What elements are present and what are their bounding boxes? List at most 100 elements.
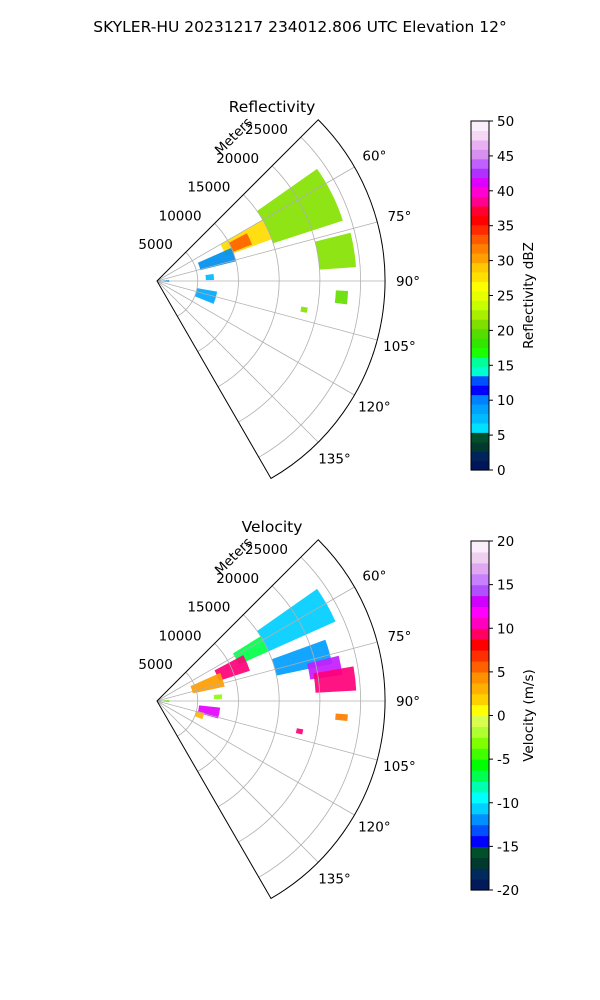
colorbar-segment [471, 868, 489, 880]
colorbar-segment [471, 158, 489, 169]
echo-region-3 [190, 672, 225, 694]
echo-region-9 [197, 705, 221, 719]
range-ring-0 [177, 671, 199, 737]
colorbar-segment [471, 234, 489, 245]
azimuth-tick-label: 75° [387, 629, 411, 645]
colorbar-segment [471, 704, 489, 717]
radial-tick-label: 5000 [138, 237, 172, 253]
colorbar-segment [471, 846, 489, 858]
azimuth-tick-label: 135° [318, 451, 351, 467]
radial-tick-label: 10000 [159, 208, 202, 224]
echo-region-2 [214, 655, 250, 681]
colorbar-tick-label: 35 [497, 219, 514, 235]
reflectivity-title: Reflectivity [229, 98, 316, 116]
colorbar-segment [471, 177, 489, 188]
colorbar-tick-label: 45 [497, 149, 514, 165]
colorbar-segment [471, 541, 489, 553]
echo-region-7 [194, 288, 218, 304]
colorbar-segment [471, 168, 489, 179]
colorbar-tick-label: 0 [497, 463, 506, 479]
colorbar-segment [471, 205, 489, 216]
colorbar-tick-label: 30 [497, 254, 514, 270]
colorbar-segment [471, 573, 489, 586]
azimuth-tick-label: 90° [396, 694, 420, 710]
echo-region-0 [257, 588, 336, 652]
colorbar-tick-label: 20 [497, 534, 514, 550]
azimuth-spoke-4 [156, 700, 355, 816]
colorbar-segment [471, 802, 489, 815]
colorbar-segment [471, 693, 489, 706]
echo-region-7 [213, 694, 223, 700]
radial-tick-label: 20000 [216, 151, 259, 167]
colorbar-segment [471, 584, 489, 597]
colorbar-segment [471, 857, 489, 869]
colorbar-tick-label: 25 [497, 289, 514, 305]
colorbar-tick-label: 15 [497, 358, 514, 374]
colorbar-segment [471, 759, 489, 771]
azimuth-tick-label: 105° [383, 759, 416, 775]
colorbar-segment [471, 243, 489, 254]
colorbar-segment [471, 215, 489, 226]
reflectivity-polar-axes [156, 119, 386, 480]
range-ring-1 [197, 643, 239, 772]
azimuth-spoke-5 [156, 280, 319, 443]
colorbar-segment [471, 347, 489, 358]
colorbar-segment [471, 791, 489, 804]
colorbar-segment [471, 737, 489, 749]
colorbar-tick-label: 10 [497, 621, 514, 637]
azimuth-tick-label: 60° [362, 149, 386, 165]
colorbar-segment [471, 319, 489, 330]
colorbar-segment [471, 879, 489, 891]
colorbar-segment [471, 290, 489, 301]
velocity-echoes [158, 588, 357, 735]
colorbar-segment [471, 375, 489, 386]
polar-frame [156, 119, 386, 480]
colorbar-segment [471, 451, 489, 462]
velocity-colorbar: -20 -15 -10 -5 0 5 10 15 20 Velocity (m/s) [470, 534, 537, 899]
colorbar-segment [471, 253, 489, 264]
polar-frame [156, 539, 386, 900]
colorbar-segment [471, 551, 489, 564]
colorbar-tick-label: -5 [497, 752, 510, 768]
colorbar-segment [471, 650, 489, 662]
colorbar-tick-label: 40 [497, 184, 514, 200]
range-ring-2 [217, 194, 280, 388]
colorbar-segment [471, 403, 489, 415]
colorbar-segment [471, 562, 489, 575]
colorbar-segment [471, 606, 489, 618]
colorbar-segment [471, 262, 489, 273]
range-ring-2 [217, 614, 280, 808]
radial-tick-label: 15000 [187, 180, 230, 196]
velocity-title: Velocity [242, 518, 303, 536]
colorbar-tick-label: 5 [497, 428, 506, 444]
range-ring-0 [177, 251, 199, 317]
azimuth-tick-label: 105° [383, 339, 416, 355]
colorbar-label: Reflectivity dBZ [521, 242, 537, 349]
colorbar-segment [471, 835, 489, 847]
colorbar-segment [471, 394, 489, 405]
azimuth-spoke-3 [156, 700, 378, 761]
radial-tick-label: 10000 [159, 628, 202, 644]
colorbar-segment [471, 385, 489, 396]
range-ring-4 [258, 136, 361, 458]
colorbar-segment [471, 824, 489, 837]
colorbar-segment [471, 595, 489, 608]
colorbar-segment [471, 187, 489, 198]
colorbar-segment [471, 617, 489, 629]
colorbar-segment [471, 660, 489, 673]
colorbar-segment [471, 309, 489, 320]
echo-region-3 [197, 247, 237, 271]
colorbar-tick-label: 0 [497, 709, 506, 725]
azimuth-tick-label: 135° [318, 871, 351, 887]
range-ring-4 [258, 556, 361, 878]
azimuth-spoke-3 [156, 280, 378, 341]
azimuth-tick-label: 120° [358, 820, 391, 836]
colorbar-segment [471, 413, 489, 424]
colorbar-segment [471, 432, 489, 443]
azimuth-tick-label: 120° [358, 400, 391, 416]
colorbar-segment [471, 780, 489, 793]
colorbar-segment [471, 813, 489, 826]
azimuth-tick-label: 90° [396, 274, 420, 290]
